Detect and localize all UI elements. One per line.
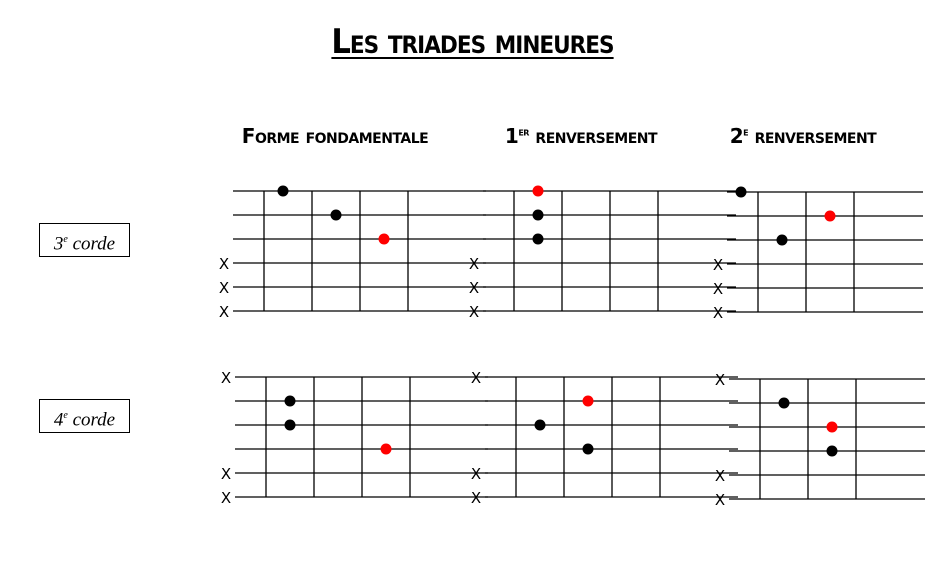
muted-string-mark: X <box>713 280 723 298</box>
header-forme-fondamentale: Forme fondamentale <box>215 124 455 148</box>
row-label-4e-corde: 4e corde <box>39 399 130 433</box>
note-dot <box>532 233 544 245</box>
header-ordinal: 2 <box>729 124 744 148</box>
header-sup: e <box>743 125 749 139</box>
root-note-dot <box>582 395 594 407</box>
muted-string-mark: X <box>221 489 231 507</box>
muted-string-mark: X <box>219 255 229 273</box>
muted-string-mark: X <box>471 369 481 387</box>
muted-string-mark: X <box>713 304 723 322</box>
note-dot <box>284 395 296 407</box>
row-sup: e <box>63 410 68 421</box>
row-text: corde <box>67 409 116 431</box>
row-num: 4 <box>53 409 64 431</box>
root-note-dot <box>532 185 544 197</box>
root-note-dot <box>380 443 392 455</box>
note-dot <box>277 185 289 197</box>
row-sup: e <box>63 234 68 245</box>
muted-string-mark: X <box>219 279 229 297</box>
muted-string-mark: X <box>469 255 479 273</box>
fretboard: XXX <box>471 369 738 507</box>
row-num: 3 <box>53 233 64 255</box>
muted-string-mark: X <box>471 465 481 483</box>
header-sup: er <box>518 125 529 139</box>
fretboard: XXX <box>219 185 486 321</box>
muted-string-mark: X <box>221 369 231 387</box>
note-dot <box>778 397 790 409</box>
note-dot <box>534 419 546 431</box>
root-note-dot <box>824 210 836 222</box>
muted-string-mark: X <box>715 467 725 485</box>
row-label-3e-corde: 3e corde <box>39 223 130 257</box>
fretboard: XXX <box>713 186 923 322</box>
header-text: Forme fondamentale <box>241 124 429 148</box>
note-dot <box>735 186 747 198</box>
note-dot <box>532 209 544 221</box>
header-text: renversement <box>528 124 658 148</box>
header-text: renversement <box>748 124 877 148</box>
header-2e-renversement: 2e renversement <box>683 124 923 148</box>
muted-string-mark: X <box>469 303 479 321</box>
root-note-dot <box>378 233 390 245</box>
root-note-dot <box>826 421 838 433</box>
muted-string-mark: X <box>469 279 479 297</box>
header-1er-renversement: 1er renversement <box>461 124 701 148</box>
header-ordinal: 1 <box>504 124 519 148</box>
note-dot <box>284 419 296 431</box>
fretboard: XXX <box>715 371 925 509</box>
row-text: corde <box>67 233 116 255</box>
note-dot <box>582 443 594 455</box>
muted-string-mark: X <box>713 256 723 274</box>
note-dot <box>776 234 788 246</box>
muted-string-mark: X <box>219 303 229 321</box>
note-dot <box>826 445 838 457</box>
muted-string-mark: X <box>715 371 725 389</box>
fretboard: XXX <box>221 369 488 507</box>
muted-string-mark: X <box>471 489 481 507</box>
muted-string-mark: X <box>221 465 231 483</box>
title-text: Les triades mineures <box>331 22 614 62</box>
page-title: Les triades mineures <box>0 22 945 62</box>
fretboard: XXX <box>469 185 736 321</box>
note-dot <box>330 209 342 221</box>
muted-string-mark: X <box>715 491 725 509</box>
